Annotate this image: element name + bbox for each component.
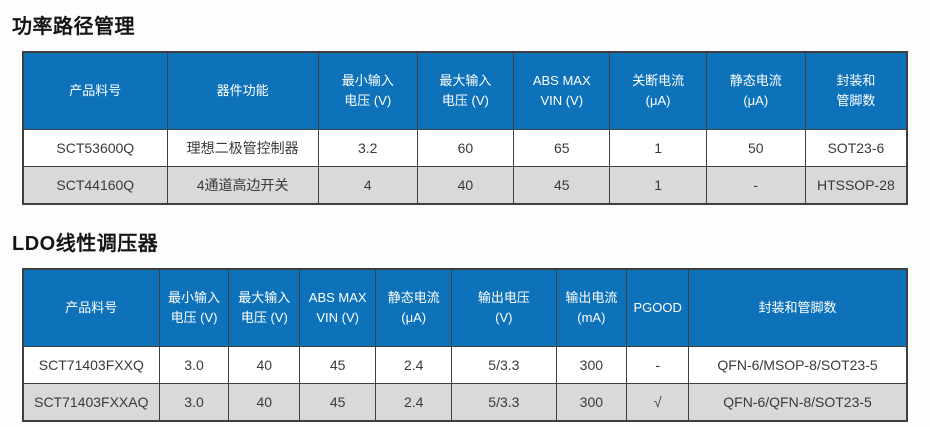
table-cell: 1 (609, 129, 707, 167)
table-cell: 45 (513, 166, 611, 205)
table-cell: QFN-6/QFN-8/SOT23-5 (688, 383, 908, 422)
table-cell: 1 (609, 166, 707, 205)
table-cell: 5/3.3 (451, 346, 557, 384)
table-row: SCT44160Q 4通道高边开关 4 40 45 1 - HTSSOP-28 (22, 166, 908, 205)
table-cell: 3.0 (158, 383, 230, 422)
header-cell: 最大输入 电压 (V) (228, 268, 301, 347)
table-cell: SCT44160Q (22, 166, 168, 205)
header-cell: PGOOD (626, 268, 690, 347)
table-cell: - (626, 346, 690, 384)
table-cell: 2.4 (375, 383, 453, 422)
table-cell: SCT53600Q (22, 129, 168, 167)
table-row: SCT71403FXXAQ 3.0 40 45 2.4 5/3.3 300 √ … (22, 383, 908, 422)
header-cell: 器件功能 (166, 51, 319, 130)
section-title-ldo: LDO线性调压器 (12, 233, 159, 255)
table-cell: 40 (228, 346, 301, 384)
table-cell: 4 (317, 166, 418, 205)
header-cell: 最大输入 电压 (V) (416, 51, 515, 130)
header-cell: 最小输入 电压 (V) (317, 51, 418, 130)
table-cell: 理想二极管控制器 (166, 129, 319, 167)
header-cell: 最小输入 电压 (V) (158, 268, 230, 347)
table-cell: HTSSOP-28 (804, 166, 908, 205)
header-cell: 静态电流 (μA) (705, 51, 806, 130)
header-cell: ABS MAX VIN (V) (299, 268, 377, 347)
header-cell: 输出电流 (mA) (555, 268, 628, 347)
section-title-power-path: 功率路径管理 (12, 16, 135, 38)
table-row: SCT53600Q 理想二极管控制器 3.2 60 65 1 50 SOT23-… (22, 129, 908, 167)
power-path-table-header: 产品料号 器件功能 最小输入 电压 (V) 最大输入 电压 (V) ABS MA… (22, 51, 908, 130)
table-cell: √ (626, 383, 690, 422)
table-cell: - (705, 166, 806, 205)
header-cell: 封装和 管脚数 (804, 51, 908, 130)
ldo-table: 产品料号 最小输入 电压 (V) 最大输入 电压 (V) ABS MAX VIN… (22, 268, 908, 422)
header-row: 产品料号 最小输入 电压 (V) 最大输入 电压 (V) ABS MAX VIN… (22, 268, 908, 347)
table-cell: 300 (555, 346, 628, 384)
table-cell: 40 (416, 166, 515, 205)
table-cell: 3.0 (158, 346, 230, 384)
header-cell: 产品料号 (22, 51, 168, 130)
table-cell: 65 (513, 129, 611, 167)
table-cell: 40 (228, 383, 301, 422)
table-cell: 4通道高边开关 (166, 166, 319, 205)
header-cell: 封装和管脚数 (688, 268, 908, 347)
header-row: 产品料号 器件功能 最小输入 电压 (V) 最大输入 电压 (V) ABS MA… (22, 51, 908, 130)
table-cell: 3.2 (317, 129, 418, 167)
table-cell: 2.4 (375, 346, 453, 384)
power-path-table: 产品料号 器件功能 最小输入 电压 (V) 最大输入 电压 (V) ABS MA… (22, 51, 908, 205)
ldo-table-header: 产品料号 最小输入 电压 (V) 最大输入 电压 (V) ABS MAX VIN… (22, 268, 908, 347)
table-cell: SCT71403FXXAQ (22, 383, 160, 422)
table-cell: 45 (299, 383, 377, 422)
header-cell: 产品料号 (22, 268, 160, 347)
table-cell: 300 (555, 383, 628, 422)
table-cell: 50 (705, 129, 806, 167)
table-row: SCT71403FXXQ 3.0 40 45 2.4 5/3.3 300 - Q… (22, 346, 908, 384)
header-cell: 输出电压 (V) (451, 268, 557, 347)
table-cell: 45 (299, 346, 377, 384)
table-cell: SCT71403FXXQ (22, 346, 160, 384)
header-cell: ABS MAX VIN (V) (513, 51, 611, 130)
table-cell: QFN-6/MSOP-8/SOT23-5 (688, 346, 908, 384)
header-cell: 关断电流 (μA) (609, 51, 707, 130)
header-cell: 静态电流 (μA) (375, 268, 453, 347)
table-cell: SOT23-6 (804, 129, 908, 167)
table-cell: 60 (416, 129, 515, 167)
table-cell: 5/3.3 (451, 383, 557, 422)
